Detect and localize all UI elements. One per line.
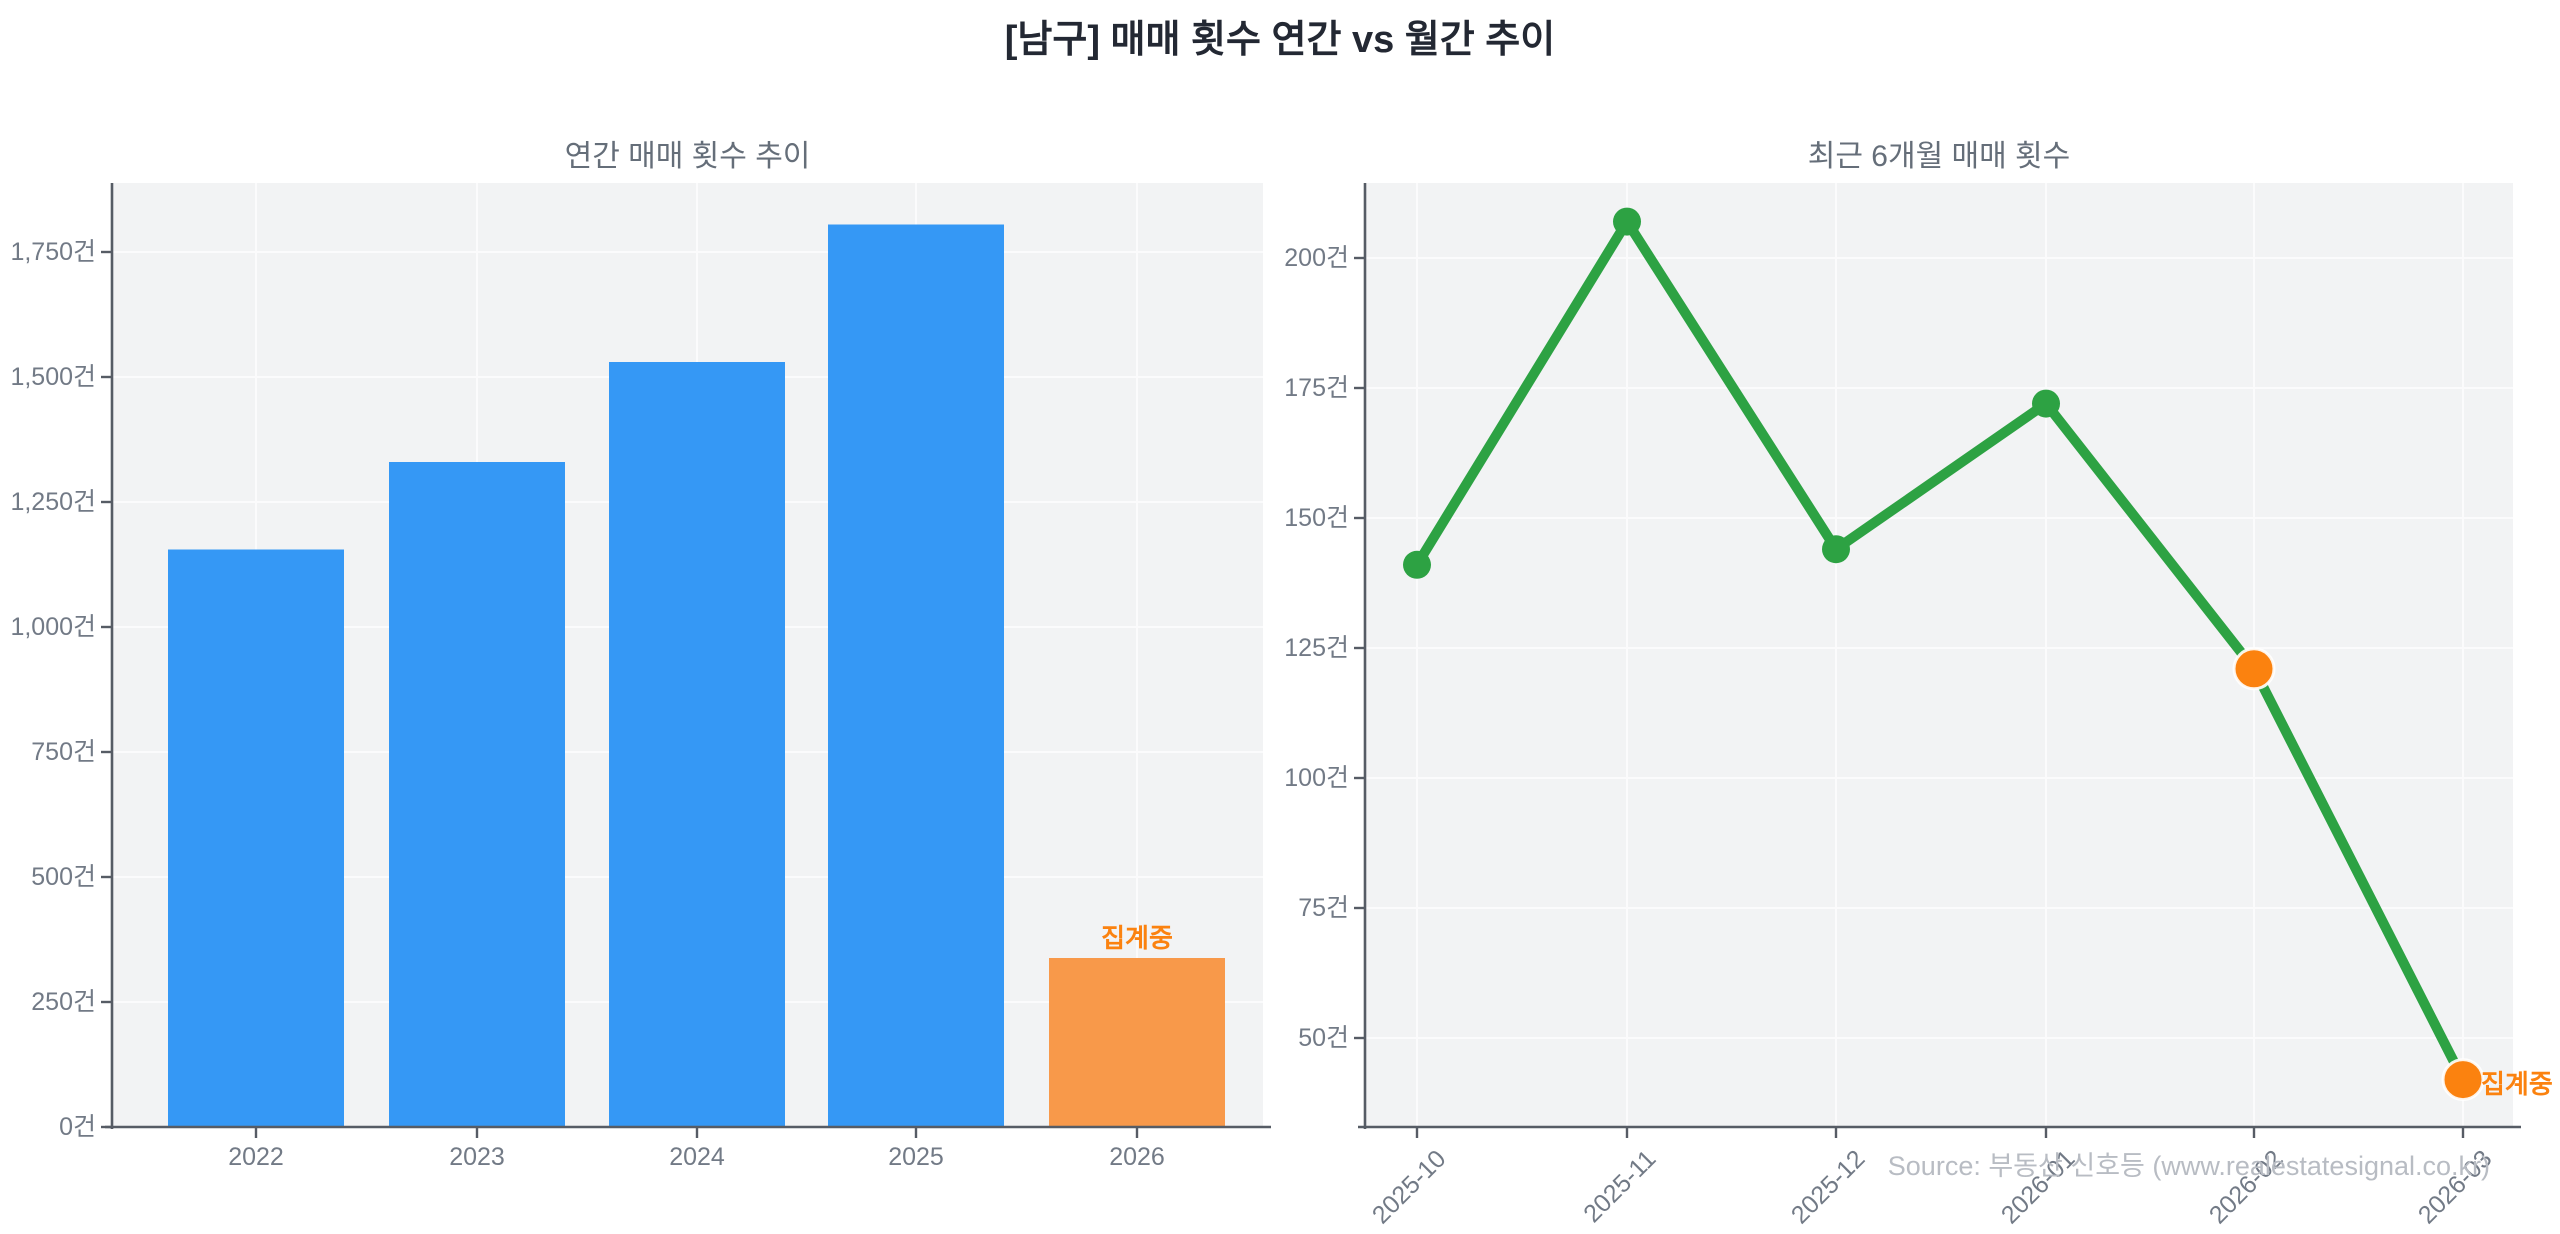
monthly-chart-title: 최근 6개월 매매 횟수 (1807, 140, 2071, 173)
annual-ytick-label: 1,750건 (10, 238, 96, 266)
annual-xtick-label: 2024 (669, 1143, 725, 1171)
annual-bar-2022 (168, 549, 344, 1127)
annual-ytick-label: 1,000건 (10, 613, 96, 641)
monthly-plot-area (1365, 183, 2513, 1127)
monthly-ytick-label: 200건 (1284, 244, 1349, 272)
annual-ytick-label: 1,500건 (10, 363, 96, 391)
annual-xtick-label: 2025 (888, 1143, 944, 1171)
annual-xtick-label: 2026 (1109, 1143, 1165, 1171)
annual-collecting-badge: 집계중 (1101, 923, 1173, 953)
monthly-point-2025-12 (1822, 535, 1850, 564)
annual-xtick-label: 2022 (228, 1143, 284, 1171)
monthly-point-2026-02 (2232, 647, 2276, 691)
page-title: [남구] 매매 횟수 연간 vs 월간 추이 (1004, 19, 1556, 61)
monthly-trend-line (1412, 216, 2468, 1085)
monthly-point-2026-01 (2032, 389, 2060, 418)
annual-bar-2024 (609, 362, 785, 1127)
annual-ytick-label: 750건 (31, 738, 96, 766)
monthly-point-2025-10 (1403, 550, 1431, 579)
annual-ytick-label: 500건 (31, 863, 96, 891)
monthly-point-2025-11 (1613, 207, 1641, 236)
annual-chart-title: 연간 매매 횟수 추이 (564, 140, 811, 173)
monthly-ytick-label: 100건 (1284, 764, 1349, 792)
monthly-ytick-label: 175건 (1284, 374, 1349, 402)
annual-bar-2023 (389, 462, 565, 1127)
monthly-point-2026-03 (2441, 1058, 2485, 1102)
monthly-ytick-label: 75건 (1298, 894, 1349, 922)
annual-ytick-label: 250건 (31, 988, 96, 1016)
annual-xtick-label: 2023 (449, 1143, 505, 1171)
annual-ytick-label: 1,250건 (10, 488, 96, 516)
annual-bar-2026 (1049, 958, 1225, 1127)
annual-ytick-label: 0건 (59, 1113, 96, 1141)
monthly-ytick-label: 125건 (1284, 634, 1349, 662)
monthly-collecting-badge: 집계중 (2481, 1069, 2553, 1099)
annual-bar-2025 (828, 224, 1004, 1127)
watermark: Source: 부동산 신호등 (www.realestatesignal.co… (1887, 1151, 2490, 1181)
monthly-ytick-label: 50건 (1298, 1024, 1349, 1052)
monthly-ytick-label: 150건 (1284, 504, 1349, 532)
